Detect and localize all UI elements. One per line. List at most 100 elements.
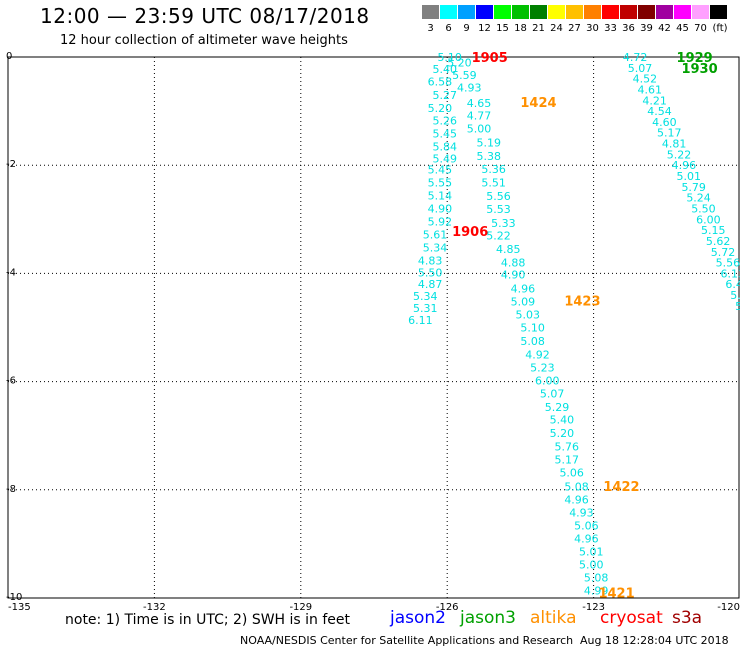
legend-label: 24 <box>550 23 563 34</box>
time-label: 1930 <box>681 62 717 77</box>
wave-height-value: 5.08 <box>520 335 545 348</box>
satellite-jason2: jason2 <box>390 608 446 628</box>
x-tick-label: -135 <box>8 602 31 613</box>
wave-height-value: 5.00 <box>467 122 492 135</box>
wave-height-value: 5.09 <box>511 296 536 309</box>
wave-height-value: 5.03 <box>516 309 541 322</box>
legend-swatch <box>602 5 619 19</box>
legend-label: 27 <box>568 23 581 34</box>
wave-height-value: 5.10 <box>520 322 545 335</box>
wave-height-value: 5.28 <box>730 289 740 302</box>
time-label: 1905 <box>472 51 508 66</box>
wave-height-value: 5.26 <box>433 114 458 127</box>
wave-height-value: 5.07 <box>628 62 653 75</box>
legend-swatch <box>584 5 601 19</box>
wave-height-value: 5.31 <box>413 302 438 315</box>
wave-height-value: 5.56 <box>486 190 511 203</box>
wave-height-value: 5.06 <box>574 520 599 533</box>
wave-height-value: 5.24 <box>686 192 711 205</box>
wave-height-value: 4.90 <box>428 202 453 215</box>
wave-height-value: 5.00 <box>579 558 604 571</box>
wave-height-value: 4.21 <box>642 94 667 107</box>
y-tick-label: -6 <box>6 376 16 387</box>
legend-label: 30 <box>586 23 599 34</box>
footer-credit: NOAA/NESDIS Center for Satellite Applica… <box>240 634 574 647</box>
wave-height-value: 4.99 <box>584 584 609 597</box>
wave-height-value: 5.61 <box>423 228 448 241</box>
wave-height-value: 5.50 <box>691 202 716 215</box>
wave-height-value: 5.10 <box>437 51 462 64</box>
wave-height-value: 6.13 <box>720 267 740 280</box>
legend-swatch <box>548 5 565 19</box>
plot-frame <box>7 56 740 599</box>
legend-swatch <box>476 5 493 19</box>
wave-height-value: 5.56 <box>716 257 740 270</box>
wave-height-value: 6.00 <box>696 213 721 226</box>
legend-swatch <box>530 5 547 19</box>
wave-height-value: 5.36 <box>481 163 506 176</box>
legend-swatch <box>566 5 583 19</box>
wave-height-value: 4.54 <box>647 105 672 118</box>
x-tick-label: -120 <box>717 602 740 613</box>
wave-height-value: 4.96 <box>574 532 599 545</box>
wave-height-value: 5.17 <box>555 454 580 467</box>
wave-height-value: 5.08 <box>584 571 609 584</box>
wave-height-value: 5.22 <box>667 148 692 161</box>
wave-height-value: 5.84 <box>433 140 458 153</box>
x-tick-label: -123 <box>582 602 605 613</box>
chart-title: 12:00 — 23:59 UTC 08/17/2018 <box>40 4 370 28</box>
legend-swatch <box>512 5 529 19</box>
wave-height-value: 4.93 <box>457 81 482 94</box>
legend-label: 39 <box>640 23 653 34</box>
wave-height-value: 5.50 <box>418 266 443 279</box>
wave-height-value: 5.51 <box>481 177 506 190</box>
wave-height-value: 5.19 <box>476 136 501 149</box>
wave-height-value: 5.38 <box>476 150 501 163</box>
wave-height-value: 6.11 <box>408 314 433 327</box>
wave-height-value: 5.29 <box>545 401 570 414</box>
wave-height-value: 6.58 <box>428 75 453 88</box>
legend-label: 9 <box>463 23 470 34</box>
legend-label: 12 <box>478 23 491 34</box>
wave-height-value: 5.20 <box>550 427 575 440</box>
wave-height-value: 5.33 <box>491 217 516 230</box>
time-label: 1929 <box>677 51 713 66</box>
wave-height-value: 4.77 <box>467 109 492 122</box>
wave-height-value: 6.46 <box>725 278 740 291</box>
wave-height-value: 5.49 <box>433 153 458 166</box>
wave-height-value: 4.96 <box>564 494 589 507</box>
wave-height-value: 5.45 <box>433 127 458 140</box>
legend-label: 36 <box>622 23 635 34</box>
satellite-altika: altika <box>530 608 577 628</box>
wave-height-value: 4.87 <box>418 278 443 291</box>
wave-height-value: 5.76 <box>555 441 580 454</box>
wave-height-value: 5.01 <box>579 545 604 558</box>
wave-height-value: 5.06 <box>559 466 584 479</box>
wave-height-value: 5.07 <box>540 388 565 401</box>
satellite-cryosat: cryosat <box>600 608 663 628</box>
legend-swatch <box>656 5 673 19</box>
legend-swatch <box>638 5 655 19</box>
y-tick-label: -2 <box>6 159 16 170</box>
wave-height-value: 5.08 <box>564 481 589 494</box>
legend-label: 6 <box>445 23 452 34</box>
wave-height-value: 4.85 <box>496 243 521 256</box>
wave-height-value: 5.23 <box>530 362 555 375</box>
wave-height-value: 4.90 <box>501 268 526 281</box>
legend-unit: (ft) <box>712 23 728 34</box>
y-tick-label: -4 <box>6 267 16 278</box>
note-text: note: 1) Time is in UTC; 2) SWH is in fe… <box>65 612 351 628</box>
wave-height-value: 6.00 <box>535 375 560 388</box>
legend-label: 18 <box>514 23 527 34</box>
legend-label: 42 <box>658 23 671 34</box>
wave-height-value: 5.79 <box>681 181 706 194</box>
wave-height-value: 4.52 <box>633 73 658 86</box>
wave-height-value: 4.60 <box>652 116 677 129</box>
legend-label: 21 <box>532 23 545 34</box>
y-tick-label: 0 <box>6 51 12 62</box>
wave-height-value: 5.20 <box>428 102 453 115</box>
legend-swatch <box>674 5 691 19</box>
wave-height-value: 5.40 <box>433 63 458 76</box>
wave-height-value: 5.01 <box>677 170 702 183</box>
time-label: 1422 <box>603 480 639 495</box>
